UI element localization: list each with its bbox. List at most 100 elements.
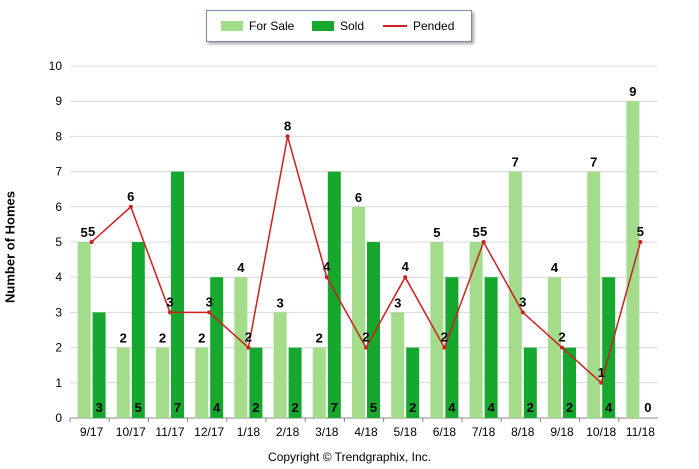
pended-point bbox=[560, 345, 564, 350]
pended-point bbox=[128, 204, 133, 209]
data-label-for-sale: 3 bbox=[394, 295, 401, 310]
x-tick-label: 11/18 bbox=[626, 425, 655, 439]
data-label-for-sale: 5 bbox=[472, 225, 479, 240]
y-axis-label: Number of Homes bbox=[2, 191, 18, 303]
data-label-pended: 3 bbox=[519, 294, 526, 309]
data-label-for-sale: 6 bbox=[355, 190, 362, 205]
bar-sold bbox=[523, 347, 537, 418]
data-label-pended: 3 bbox=[166, 294, 173, 309]
x-tick-label: 6/18 bbox=[433, 425, 457, 439]
pended-point bbox=[324, 275, 329, 280]
data-label-pended: 2 bbox=[245, 330, 252, 345]
bar-for-sale bbox=[469, 242, 483, 418]
data-label-pended: 4 bbox=[402, 259, 410, 274]
data-label-pended: 6 bbox=[127, 189, 134, 204]
y-tick-label: 0 bbox=[55, 411, 62, 425]
bar-for-sale bbox=[195, 347, 209, 418]
data-label-sold: 7 bbox=[331, 400, 338, 415]
data-label-pended: 3 bbox=[206, 294, 213, 309]
data-label-pended: 5 bbox=[88, 224, 95, 239]
pended-point bbox=[638, 240, 643, 244]
bar-for-sale bbox=[508, 171, 522, 418]
bar-for-sale bbox=[430, 242, 444, 418]
data-label-pended: 2 bbox=[441, 330, 448, 345]
copyright-text: Copyright © Trendgraphix, Inc. bbox=[268, 450, 431, 464]
bar-for-sale bbox=[312, 347, 326, 418]
bar-for-sale bbox=[234, 277, 248, 418]
data-label-pended: 5 bbox=[637, 224, 644, 239]
y-tick-label: 8 bbox=[55, 129, 62, 143]
bar-sold bbox=[171, 171, 184, 418]
data-label-for-sale: 9 bbox=[629, 84, 636, 99]
data-label-for-sale: 2 bbox=[159, 331, 166, 346]
legend-swatch-for-sale bbox=[221, 21, 243, 31]
bar-sold bbox=[367, 242, 380, 418]
data-label-for-sale: 2 bbox=[120, 331, 127, 346]
x-tick-label: 3/18 bbox=[315, 425, 339, 439]
data-label-pended: 1 bbox=[598, 365, 605, 380]
y-tick-label: 5 bbox=[55, 235, 62, 249]
bar-sold bbox=[445, 277, 459, 418]
data-label-sold: 2 bbox=[409, 400, 416, 415]
pended-point bbox=[207, 310, 212, 315]
data-label-sold: 5 bbox=[135, 400, 142, 415]
data-label-for-sale: 4 bbox=[551, 260, 559, 275]
data-label-sold: 4 bbox=[605, 400, 613, 415]
x-tick-label: 7/18 bbox=[472, 425, 496, 439]
data-label-for-sale: 2 bbox=[316, 331, 323, 346]
x-tick-label: 10/18 bbox=[586, 425, 616, 439]
pended-point bbox=[285, 134, 290, 139]
data-label-pended: 8 bbox=[284, 118, 291, 133]
bar-sold bbox=[210, 277, 224, 418]
data-label-sold: 4 bbox=[213, 400, 221, 415]
x-tick-label: 2/18 bbox=[276, 425, 300, 439]
bar-for-sale bbox=[587, 171, 601, 418]
x-tick-label: 11/17 bbox=[155, 425, 184, 439]
y-tick-label: 2 bbox=[55, 341, 62, 355]
y-tick-label: 10 bbox=[49, 59, 63, 73]
pended-point bbox=[442, 345, 447, 350]
legend-swatch-sold bbox=[312, 21, 334, 31]
legend-item-sold: Sold bbox=[312, 19, 364, 33]
pended-point bbox=[520, 310, 525, 315]
pended-point bbox=[599, 380, 604, 385]
data-label-pended: 2 bbox=[558, 330, 565, 345]
x-tick-label: 5/18 bbox=[394, 425, 418, 439]
bar-for-sale bbox=[352, 206, 365, 418]
bar-sold bbox=[249, 347, 263, 418]
data-label-for-sale: 7 bbox=[512, 155, 519, 170]
data-label-sold: 2 bbox=[252, 400, 259, 415]
bar-sold bbox=[406, 347, 420, 418]
bar-sold bbox=[602, 277, 616, 418]
bar-sold bbox=[327, 171, 341, 418]
data-label-sold: 2 bbox=[527, 400, 534, 415]
y-tick-label: 1 bbox=[55, 376, 62, 390]
data-label-sold: 7 bbox=[174, 400, 181, 415]
legend: For Sale Sold Pended bbox=[206, 10, 472, 42]
bar-for-sale bbox=[77, 242, 91, 418]
y-tick-label: 7 bbox=[55, 165, 62, 179]
bar-for-sale bbox=[116, 347, 130, 418]
bar-sold bbox=[563, 347, 576, 418]
data-label-pended: 4 bbox=[323, 259, 331, 274]
bar-sold bbox=[131, 242, 145, 418]
bar-for-sale bbox=[156, 347, 169, 418]
pended-point bbox=[481, 240, 486, 244]
data-label-pended: 5 bbox=[480, 224, 487, 239]
x-tick-label: 9/17 bbox=[80, 425, 104, 439]
y-tick-label: 9 bbox=[55, 94, 62, 108]
bar-sold bbox=[288, 347, 302, 418]
bar-for-sale bbox=[391, 312, 405, 418]
data-label-for-sale: 5 bbox=[433, 225, 440, 240]
y-tick-label: 6 bbox=[55, 200, 62, 214]
data-label-sold: 0 bbox=[644, 400, 651, 415]
x-tick-label: 9/18 bbox=[550, 425, 574, 439]
bar-for-sale bbox=[548, 277, 561, 418]
legend-label-for-sale: For Sale bbox=[249, 19, 295, 33]
x-tick-label: 8/18 bbox=[511, 425, 535, 439]
pended-point bbox=[168, 310, 172, 315]
pended-point bbox=[89, 240, 94, 244]
data-label-for-sale: 2 bbox=[198, 331, 205, 346]
data-label-for-sale: 7 bbox=[590, 155, 597, 170]
